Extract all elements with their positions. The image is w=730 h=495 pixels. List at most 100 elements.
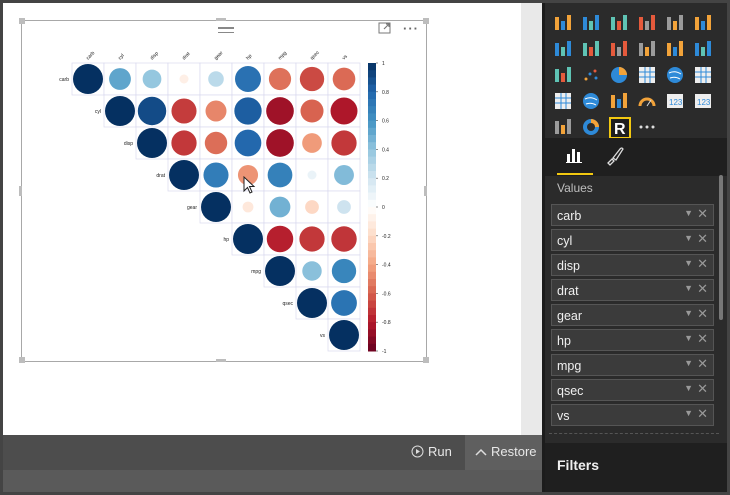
legend-swatch — [368, 322, 376, 330]
clustered-bar-icon[interactable] — [609, 13, 629, 33]
field-well-item[interactable]: mpg ▼ ✕ — [551, 354, 714, 376]
table-icon[interactable] — [693, 65, 713, 85]
stacked-bar-icon[interactable] — [553, 13, 573, 33]
resize-handle-br[interactable] — [423, 357, 429, 363]
resize-handle-bl[interactable] — [19, 357, 25, 363]
area-icon[interactable] — [581, 39, 601, 59]
field-well-item[interactable]: drat ▼ ✕ — [551, 279, 714, 301]
field-well-item[interactable]: qsec ▼ ✕ — [551, 379, 714, 401]
field-well-item[interactable]: carb ▼ ✕ — [551, 204, 714, 226]
scatter-icon[interactable] — [581, 65, 601, 85]
remove-field-icon[interactable]: ✕ — [697, 406, 708, 421]
field-well-item[interactable]: gear ▼ ✕ — [551, 304, 714, 326]
legend-swatch — [368, 63, 376, 71]
correlation-circle — [330, 97, 358, 125]
multirow-card-icon[interactable]: 123 — [665, 91, 685, 111]
remove-field-icon[interactable]: ✕ — [697, 231, 708, 246]
correlation-circle — [179, 74, 189, 84]
more-icon[interactable] — [637, 117, 657, 137]
resize-handle-tr[interactable] — [423, 18, 429, 24]
legend-swatch — [368, 214, 376, 222]
drag-handle-icon[interactable] — [218, 24, 234, 36]
field-well-item[interactable]: cyl ▼ ✕ — [551, 229, 714, 251]
col-label: mpg — [277, 50, 288, 61]
row-label: mpg — [251, 269, 261, 275]
correlation-circle — [169, 160, 199, 190]
pane-scrollbar[interactable] — [719, 175, 723, 320]
chevron-down-icon[interactable]: ▼ — [684, 308, 693, 318]
focus-mode-icon[interactable] — [378, 21, 392, 38]
line-icon[interactable] — [553, 39, 573, 59]
card-icon[interactable]: 123 — [693, 91, 713, 111]
matrix-icon[interactable] — [553, 91, 573, 111]
resize-handle-right[interactable] — [424, 186, 427, 196]
format-tab[interactable] — [605, 146, 625, 171]
remove-field-icon[interactable]: ✕ — [697, 356, 708, 371]
correlation-circle — [269, 196, 291, 218]
stacked-area-icon[interactable] — [609, 39, 629, 59]
remove-field-icon[interactable]: ✕ — [697, 256, 708, 271]
run-button[interactable]: Run — [411, 444, 452, 459]
run-label: Run — [428, 444, 452, 459]
r-visual-container[interactable]: ··· carb cyl disp drat gear hp mpg qsec vs carb cy… — [21, 20, 427, 362]
stacked-column-icon[interactable] — [581, 13, 601, 33]
legend-swatch — [368, 329, 376, 338]
ribbon-icon[interactable] — [693, 39, 713, 59]
resize-handle-tl[interactable] — [19, 18, 25, 24]
chevron-down-icon[interactable]: ▼ — [684, 383, 693, 393]
field-well-item[interactable]: disp ▼ ✕ — [551, 254, 714, 276]
row-label: carb — [59, 77, 69, 83]
chevron-down-icon[interactable]: ▼ — [684, 208, 693, 218]
pie-icon[interactable] — [609, 65, 629, 85]
legend-swatch — [368, 250, 376, 258]
correlation-circle — [109, 68, 131, 90]
chevron-down-icon[interactable]: ▼ — [684, 408, 693, 418]
filled-map-icon[interactable] — [581, 91, 601, 111]
col-label: drat — [181, 51, 192, 62]
correlation-circle — [305, 200, 319, 214]
remove-field-icon[interactable]: ✕ — [697, 306, 708, 321]
chevron-down-icon[interactable]: ▼ — [684, 283, 693, 293]
100-bar-icon[interactable] — [665, 13, 685, 33]
filters-section[interactable]: Filters — [545, 443, 727, 492]
slicer-icon[interactable] — [553, 117, 573, 137]
remove-field-icon[interactable]: ✕ — [697, 381, 708, 396]
field-well-item[interactable]: vs ▼ ✕ — [551, 404, 714, 426]
chevron-down-icon[interactable]: ▼ — [684, 333, 693, 343]
report-canvas: ··· carb cyl disp drat gear hp mpg qsec vs carb cy… — [3, 3, 542, 435]
resize-handle-bottom[interactable] — [216, 359, 226, 362]
gauge-icon[interactable] — [637, 91, 657, 111]
treemap-icon[interactable] — [637, 65, 657, 85]
active-tab-indicator — [557, 173, 593, 175]
line-stacked-column-icon[interactable] — [665, 39, 685, 59]
chevron-down-icon[interactable]: ▼ — [684, 233, 693, 243]
remove-field-icon[interactable]: ✕ — [697, 331, 708, 346]
map-icon[interactable] — [665, 65, 685, 85]
more-options-icon[interactable]: ··· — [403, 21, 419, 36]
correlation-circle — [233, 224, 263, 254]
correlation-circle — [73, 64, 103, 94]
line-column-icon[interactable] — [637, 39, 657, 59]
legend-swatch — [368, 84, 376, 93]
chevron-down-icon[interactable]: ▼ — [684, 258, 693, 268]
legend-swatch — [368, 286, 376, 294]
r-visual-icon[interactable]: R — [609, 117, 631, 139]
legend-tick-label: -0.6 — [382, 291, 391, 297]
waterfall-icon[interactable] — [553, 65, 573, 85]
funnel-icon[interactable] — [609, 91, 629, 111]
clustered-column-icon[interactable] — [637, 13, 657, 33]
correlation-circle — [302, 261, 322, 281]
resize-handle-left[interactable] — [19, 186, 22, 196]
field-well-item[interactable]: hp ▼ ✕ — [551, 329, 714, 351]
matrix-cell — [231, 190, 265, 224]
remove-field-icon[interactable]: ✕ — [697, 281, 708, 296]
correlation-circle — [307, 170, 317, 180]
resize-handle-top[interactable] — [216, 18, 226, 21]
donut-icon[interactable] — [581, 117, 601, 137]
restore-button[interactable]: Restore — [475, 444, 537, 459]
chevron-down-icon[interactable]: ▼ — [684, 358, 693, 368]
fields-tab[interactable] — [565, 146, 583, 169]
remove-field-icon[interactable]: ✕ — [697, 206, 708, 221]
legend-swatch — [368, 293, 376, 302]
100-column-icon[interactable] — [693, 13, 713, 33]
